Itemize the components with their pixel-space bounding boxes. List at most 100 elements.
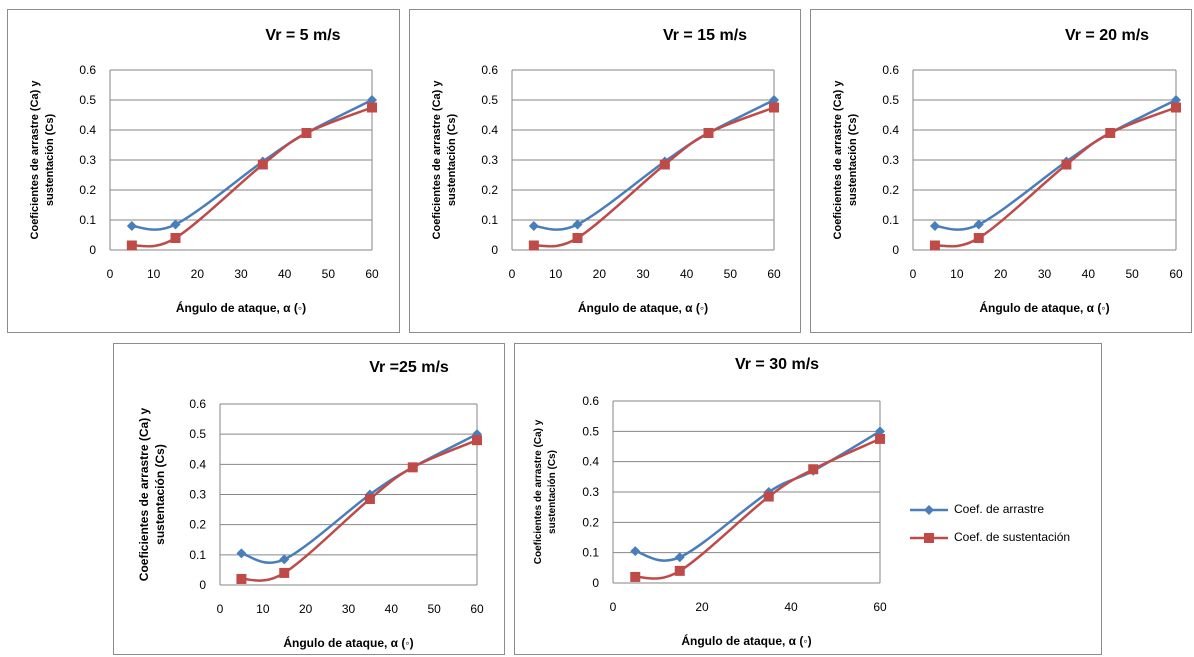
y-axis-label: Coeficientes de arrastre (Ca) y sustentac… xyxy=(29,80,56,240)
data-point-sustentacion xyxy=(472,435,482,446)
chart-svg-vr30: Vr = 30 m/s 0 0.1 0.2 0.3 0.4 0.5 0.6 0 20 40 60 Áng… xyxy=(533,356,887,648)
series-line-sustentacion xyxy=(241,439,478,582)
y-tick-label: 0 xyxy=(892,243,899,257)
data-point-arrastre xyxy=(875,426,885,437)
x-tick-label: 40 xyxy=(680,267,694,281)
x-axis-label: Ángulo de ataque, α (◦) xyxy=(283,635,413,650)
x-tick-label: 30 xyxy=(234,267,248,281)
data-point-sustentacion xyxy=(973,233,984,243)
x-tick-label: 40 xyxy=(385,602,399,616)
x-tick-label: 30 xyxy=(342,602,356,616)
series-line-sustentacion xyxy=(533,106,775,248)
data-point-sustentacion xyxy=(126,240,137,251)
y-tick-label: 0.5 xyxy=(189,427,206,441)
data-point-sustentacion xyxy=(703,128,714,138)
y-tick-label: 0 xyxy=(199,578,206,592)
data-point-sustentacion xyxy=(630,571,641,582)
x-tick-label: 10 xyxy=(950,267,964,281)
y-tick-label: 0.5 xyxy=(79,93,96,107)
x-tick-label: 20 xyxy=(299,602,313,616)
y-tick-label: 0.2 xyxy=(79,183,96,197)
data-point-sustentacion xyxy=(674,565,685,576)
chart-svg-vr5: Vr = 5 m/s 0 0.1 0.2 0.3 0.4 0.5 0.6 0 10 20 30 40 50… xyxy=(29,27,379,315)
x-tick-label: 0 xyxy=(107,267,114,281)
chart-title: Vr = 30 m/s xyxy=(735,356,819,373)
x-tick-label: 20 xyxy=(994,267,1008,281)
data-point-sustentacion xyxy=(528,240,539,251)
data-point-sustentacion xyxy=(572,233,583,243)
chart-panel-vr15: Vr = 15 m/s 0 0.1 0.2 0.3 0.4 0.5 0.6 0 10 20 30 40 5… xyxy=(409,9,801,333)
chart-panel-vr5: Vr = 5 m/s 0 0.1 0.2 0.3 0.4 0.5 0.6 0 10 20 30 40 50… xyxy=(7,9,400,333)
x-tick-label: 40 xyxy=(278,267,292,281)
x-tick-label: 50 xyxy=(724,267,738,281)
y-tick-label: 0.3 xyxy=(79,153,96,167)
legend-swatch-sustentacion xyxy=(910,533,948,543)
y-tick-label: 0.2 xyxy=(189,518,206,532)
chart-title: Vr = 5 m/s xyxy=(265,27,340,44)
legend-label-arrastre: Coef. de arrastre xyxy=(954,502,1045,516)
y-axis-label: Coeficientes de arrastre (Ca) y sustentac… xyxy=(137,407,167,581)
y-tick-label: 0.5 xyxy=(582,424,599,438)
y-tick-label: 0.3 xyxy=(481,153,498,167)
y-axis-label-line: sustentación (Cs) xyxy=(446,114,458,207)
y-tick-label: 0.3 xyxy=(189,488,206,502)
x-tick-label: 20 xyxy=(695,600,709,614)
data-point-arrastre xyxy=(279,554,290,565)
data-point-sustentacion xyxy=(808,464,819,475)
data-point-arrastre xyxy=(126,221,137,231)
legend-item-arrastre: Coef. de arrastre xyxy=(910,498,1100,526)
y-axis-label: Coeficientes de arrastre (Ca) y sustentac… xyxy=(832,80,859,240)
x-axis-label: Ángulo de ataque, α (◦) xyxy=(979,300,1109,315)
series-line-sustentacion xyxy=(131,106,373,248)
data-point-arrastre xyxy=(630,546,641,557)
y-tick-label: 0 xyxy=(491,243,498,257)
y-axis-label: Coeficientes de arrastre (Ca) y sustentac… xyxy=(533,419,558,564)
legend-label-sustentacion: Coef. de sustentación xyxy=(954,530,1071,544)
series-line-sustentacion xyxy=(635,437,881,580)
series-line-sustentacion xyxy=(934,106,1177,248)
y-axis-label-line: sustentación (Cs) xyxy=(153,444,167,545)
x-tick-label: 60 xyxy=(1169,267,1183,281)
data-point-sustentacion xyxy=(301,128,312,138)
chart-title: Vr = 20 m/s xyxy=(1065,27,1149,44)
data-point-arrastre xyxy=(674,552,685,563)
chart-panel-vr30: Vr = 30 m/s 0 0.1 0.2 0.3 0.4 0.5 0.6 0 20 40 60 Áng… xyxy=(514,343,1102,655)
chart-title: Vr = 15 m/s xyxy=(663,27,747,44)
y-axis-label-line: Coeficientes de arrastre (Ca) y xyxy=(533,419,544,564)
y-tick-label: 0.4 xyxy=(882,123,899,137)
data-point-sustentacion xyxy=(875,433,885,444)
x-axis-label: Ángulo de ataque, α (◦) xyxy=(176,300,306,315)
y-axis-label-line: sustentación (Cs) xyxy=(547,450,558,534)
x-tick-label: 40 xyxy=(1082,267,1096,281)
y-tick-label: 0.5 xyxy=(481,93,498,107)
x-tick-label: 60 xyxy=(767,267,781,281)
data-point-arrastre xyxy=(929,221,940,231)
y-axis-label-line: sustentación (Cs) xyxy=(44,114,56,207)
chart-panel-vr20: Vr = 20 m/s 0 0.1 0.2 0.3 0.4 0.5 0.6 0 10 20 30 40 5… xyxy=(810,9,1192,333)
y-axis-label-line: Coeficientes de arrastre (Ca) y xyxy=(29,80,41,240)
y-axis-label-line: Coeficientes de arrastre (Ca) y xyxy=(832,80,844,240)
y-tick-label: 0.1 xyxy=(481,213,498,227)
x-tick-label: 30 xyxy=(636,267,650,281)
x-tick-label: 10 xyxy=(549,267,563,281)
y-tick-label: 0 xyxy=(89,243,96,257)
data-point-sustentacion xyxy=(659,159,670,170)
y-tick-label: 0.4 xyxy=(189,457,206,471)
data-point-arrastre xyxy=(528,221,539,231)
y-tick-label: 0.3 xyxy=(882,153,899,167)
data-point-sustentacion xyxy=(367,102,377,113)
chart-legend: Coef. de arrastre Coef. de sustentación xyxy=(910,498,1100,554)
x-tick-label: 10 xyxy=(147,267,161,281)
data-point-sustentacion xyxy=(1061,159,1072,170)
x-tick-label: 0 xyxy=(217,602,224,616)
legend-swatch-arrastre xyxy=(910,505,948,515)
x-tick-label: 0 xyxy=(509,267,516,281)
y-axis-label-line: Coeficientes de arrastre (Ca) y xyxy=(137,407,151,581)
data-point-sustentacion xyxy=(763,491,774,502)
y-tick-label: 0 xyxy=(592,576,599,590)
x-tick-label: 50 xyxy=(427,602,441,616)
x-axis-label: Ángulo de ataque, α (◦) xyxy=(578,300,708,315)
data-point-sustentacion xyxy=(407,462,418,473)
data-point-sustentacion xyxy=(769,102,779,113)
data-point-arrastre xyxy=(973,219,984,230)
